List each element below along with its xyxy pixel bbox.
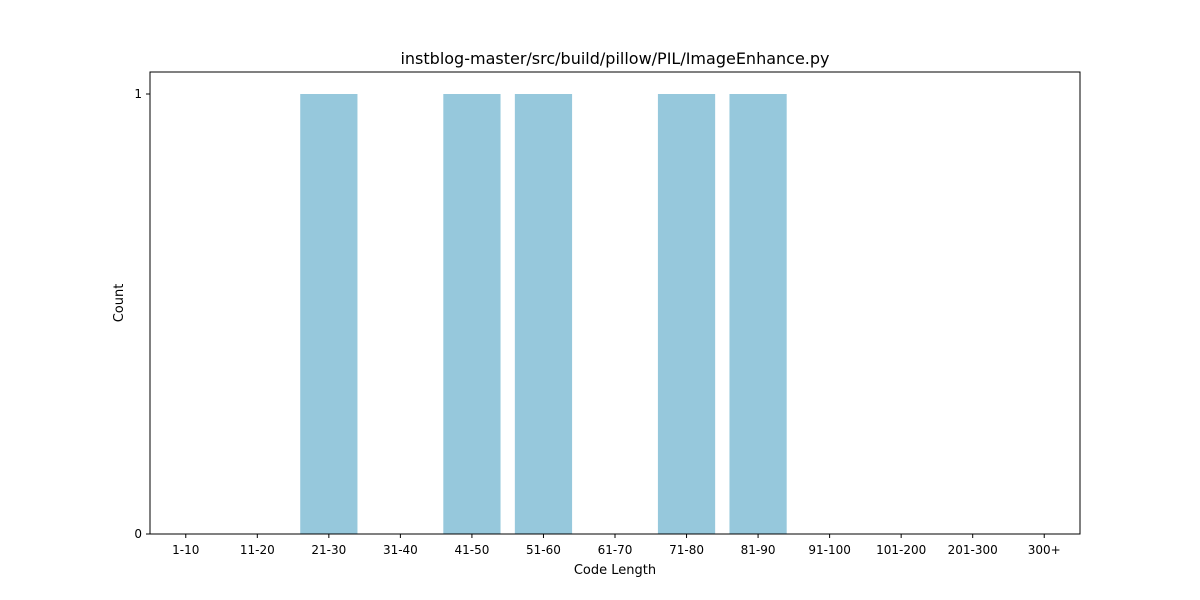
bar-51-60 xyxy=(514,94,573,534)
y-axis: 01 xyxy=(134,87,150,541)
x-axis-label: Code Length xyxy=(574,563,656,578)
x-tick-label: 51-60 xyxy=(526,543,561,557)
y-tick-label: 0 xyxy=(134,527,142,541)
x-axis: 1-10 11-20 21-30 31-40 41-50 51-60 61-70 71-80 8… xyxy=(172,534,1061,557)
x-tick-label: 101-200 xyxy=(876,543,926,557)
x-tick-label: 31-40 xyxy=(383,543,418,557)
bar-81-90 xyxy=(729,94,787,534)
x-tick-label: 11-20 xyxy=(240,543,275,557)
bar-21-30 xyxy=(300,94,358,534)
y-axis-label: Count xyxy=(112,284,127,323)
x-tick-label: 61-70 xyxy=(598,543,633,557)
y-tick-label: 1 xyxy=(134,87,142,101)
x-tick-label: 91-100 xyxy=(808,543,851,557)
x-tick-label: 201-300 xyxy=(948,543,998,557)
bars-group xyxy=(300,94,787,534)
x-tick-label: 81-90 xyxy=(741,543,776,557)
x-tick-label: 300+ xyxy=(1028,543,1061,557)
x-tick-label: 71-80 xyxy=(669,543,704,557)
x-tick-label: 1-10 xyxy=(172,543,199,557)
plot-frame xyxy=(149,71,1081,535)
x-tick-label: 41-50 xyxy=(454,543,489,557)
bar-41-50 xyxy=(443,94,501,534)
bar-71-80 xyxy=(657,94,716,534)
chart-title: instblog-master/src/build/pillow/PIL/Ima… xyxy=(400,49,829,68)
x-tick-label: 21-30 xyxy=(311,543,346,557)
